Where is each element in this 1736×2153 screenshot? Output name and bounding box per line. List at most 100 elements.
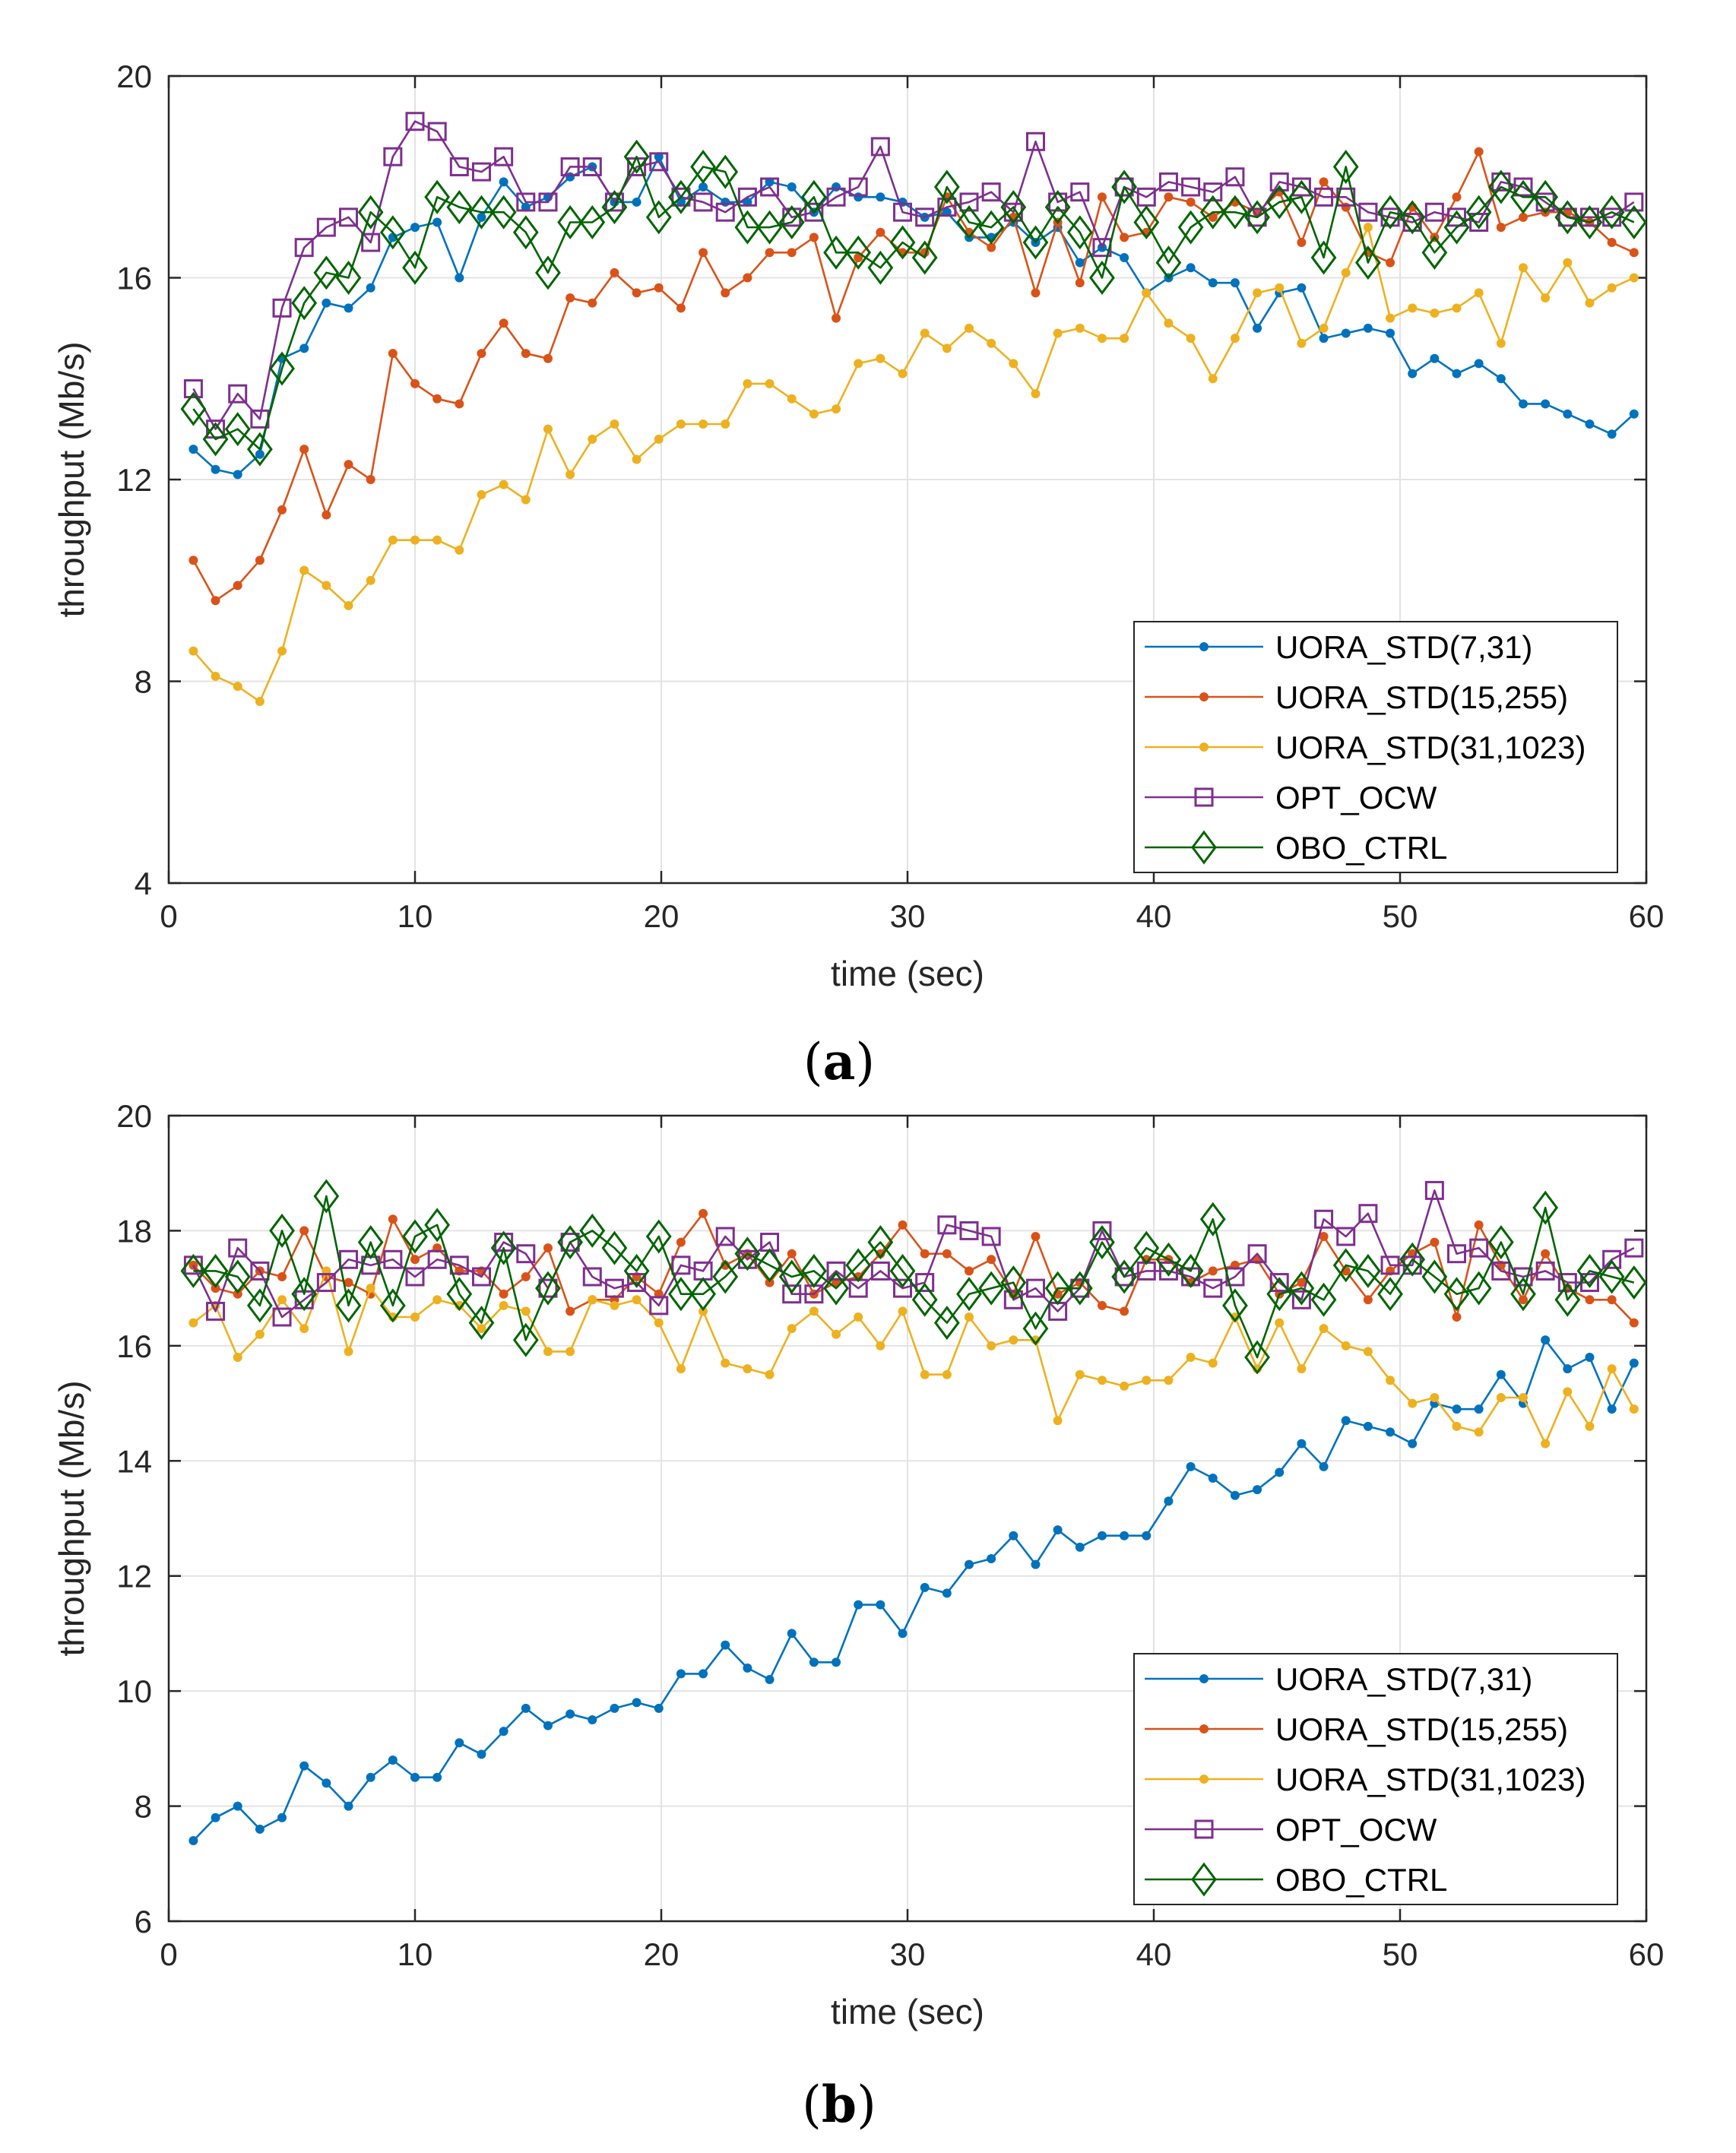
x-tick-label: 20	[644, 898, 680, 934]
data-point	[942, 1369, 952, 1379]
data-point	[1164, 192, 1174, 202]
data-point	[1332, 1248, 1359, 1283]
data-point	[322, 581, 331, 590]
data-point	[1009, 1531, 1018, 1540]
data-point	[1563, 1364, 1573, 1374]
y-axis-title: throughput (Mb/s)	[52, 1380, 91, 1656]
legend-swatch-marker	[1194, 787, 1214, 807]
data-point	[512, 1322, 539, 1357]
data-point	[1332, 149, 1359, 184]
data-point	[299, 445, 309, 454]
data-point	[654, 1703, 664, 1713]
data-point	[915, 1273, 935, 1293]
data-point	[471, 162, 491, 182]
data-point	[1070, 182, 1090, 202]
y-tick-label: 6	[135, 1904, 152, 1939]
data-point	[1443, 210, 1470, 245]
data-point	[1535, 1261, 1555, 1281]
data-point	[455, 1738, 464, 1748]
data-point	[1291, 177, 1311, 197]
data-point	[1244, 200, 1270, 235]
data-point	[870, 1261, 890, 1281]
data-point	[898, 1629, 908, 1638]
data-point	[455, 273, 464, 283]
data-point	[1186, 1461, 1196, 1471]
data-point	[299, 1226, 309, 1236]
data-point	[1541, 1249, 1551, 1259]
data-point	[1253, 323, 1262, 333]
data-point	[449, 157, 469, 176]
data-point	[543, 1721, 553, 1730]
legend-entry: UORA_STD(15,255)	[1275, 679, 1568, 715]
legend-entry: OPT_OCW	[1275, 780, 1437, 815]
data-point	[344, 600, 353, 610]
data-point	[313, 1179, 340, 1214]
data-point	[1421, 235, 1448, 270]
data-point	[1275, 1468, 1285, 1477]
data-point	[721, 1358, 730, 1368]
data-point	[388, 1756, 398, 1765]
data-point	[1469, 212, 1489, 232]
data-point	[1025, 131, 1045, 151]
data-point	[366, 283, 375, 293]
data-point	[1164, 1496, 1174, 1506]
data-point	[1358, 202, 1378, 222]
data-point	[233, 1353, 242, 1362]
data-point	[1452, 1312, 1462, 1322]
data-point	[832, 404, 841, 414]
data-point	[1097, 334, 1107, 344]
data-point	[1199, 195, 1226, 230]
data-point	[604, 1278, 624, 1298]
legend-swatch-marker	[1191, 1862, 1217, 1897]
panel-label: (a)	[803, 1032, 875, 1091]
data-point	[1341, 328, 1351, 338]
data-point	[1386, 1427, 1395, 1437]
data-point	[1120, 252, 1129, 262]
data-point	[272, 1307, 292, 1327]
data-point	[1474, 1404, 1484, 1414]
data-point	[471, 1267, 491, 1287]
y-axis-title: throughput (Mb/s)	[52, 341, 91, 617]
data-point	[1097, 1300, 1107, 1310]
data-point	[721, 419, 730, 429]
data-point	[1031, 1559, 1041, 1569]
data-point	[854, 1312, 863, 1322]
data-point	[490, 195, 517, 230]
data-point	[1208, 1266, 1218, 1276]
data-point	[765, 378, 775, 388]
data-point	[1247, 207, 1267, 227]
data-point	[734, 1236, 761, 1271]
legend-swatch-marker	[1199, 642, 1209, 651]
data-point	[645, 1219, 672, 1254]
data-point	[269, 1213, 295, 1248]
data-point	[1399, 200, 1426, 235]
y-tick-label: 20	[116, 59, 152, 94]
data-point	[737, 187, 757, 207]
data-point	[632, 288, 641, 298]
data-point	[1199, 1202, 1226, 1236]
data-point	[1629, 248, 1639, 258]
data-point	[601, 190, 628, 225]
data-point	[1142, 1531, 1152, 1540]
x-tick-label: 60	[1629, 1936, 1665, 1972]
data-point	[1363, 1421, 1373, 1431]
data-point	[455, 399, 464, 409]
data-point	[787, 182, 797, 192]
data-point	[344, 460, 353, 470]
data-point	[357, 195, 384, 230]
legend-swatch-marker	[1199, 742, 1209, 752]
data-point	[787, 1324, 797, 1334]
y-tick-label: 12	[116, 462, 152, 498]
data-point	[956, 204, 982, 239]
data-point	[933, 1306, 960, 1341]
data-point	[299, 1324, 309, 1334]
data-point	[854, 192, 863, 202]
data-point	[277, 1272, 287, 1281]
data-point	[1519, 399, 1528, 409]
data-point	[579, 1213, 606, 1248]
data-point	[277, 646, 287, 656]
data-point	[516, 192, 536, 212]
data-point	[1607, 1404, 1617, 1414]
data-point	[832, 182, 841, 192]
data-point	[180, 391, 207, 426]
